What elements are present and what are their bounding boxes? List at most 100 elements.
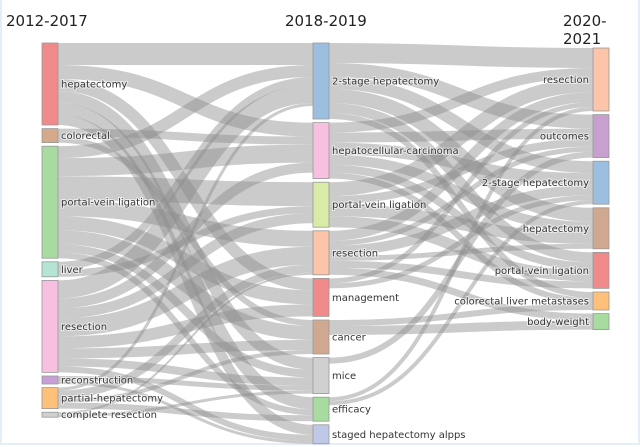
node-2-stage-hepatectomy[interactable] bbox=[592, 160, 610, 205]
link-b7-c0[interactable] bbox=[328, 107, 594, 402]
node-label: liver bbox=[61, 265, 84, 276]
link-a6-b7[interactable] bbox=[57, 402, 314, 422]
link-b4-c0[interactable] bbox=[328, 102, 594, 284]
node-hepatectomy[interactable] bbox=[592, 207, 610, 250]
node-resection[interactable] bbox=[41, 279, 59, 373]
node-label: hepatocellular-carcinoma bbox=[332, 146, 459, 157]
link-a0-b7[interactable] bbox=[57, 103, 314, 410]
link-a5-b6[interactable] bbox=[57, 376, 314, 391]
node-complete-resection[interactable] bbox=[41, 411, 59, 418]
node-portal-vein-ligation[interactable] bbox=[312, 181, 330, 228]
link-b1-c2[interactable] bbox=[328, 142, 594, 186]
link-b6-c1[interactable] bbox=[328, 151, 594, 364]
node-colorectal-liver-metastases[interactable] bbox=[592, 291, 610, 311]
link-b1-c3[interactable] bbox=[328, 154, 594, 232]
node-colorectal[interactable] bbox=[41, 128, 59, 144]
node-staged-hepatectomy-alpps[interactable] bbox=[312, 424, 330, 445]
node-label: management bbox=[332, 293, 399, 304]
node-outcomes[interactable] bbox=[592, 114, 610, 158]
link-b4-c2[interactable] bbox=[328, 195, 594, 289]
link-b5-c6[interactable] bbox=[328, 320, 594, 335]
link-a6-b5[interactable] bbox=[57, 350, 314, 403]
link-b3-c0[interactable] bbox=[328, 92, 594, 241]
link-a2-b2[interactable] bbox=[57, 176, 314, 207]
link-b1-c1[interactable] bbox=[328, 128, 594, 143]
link-a2-b1[interactable] bbox=[57, 144, 314, 177]
node-2-stage-hepatectomy[interactable] bbox=[312, 42, 330, 120]
node-resection[interactable] bbox=[312, 230, 330, 276]
link-a2-b5[interactable] bbox=[57, 230, 314, 340]
link-b3-c6[interactable] bbox=[328, 267, 594, 321]
node-label: resection bbox=[61, 322, 107, 333]
node-portal-vein-ligation[interactable] bbox=[592, 251, 610, 289]
link-a0-b8[interactable] bbox=[57, 115, 314, 435]
link-a0-b4[interactable] bbox=[57, 79, 314, 291]
link-b5-c5[interactable] bbox=[328, 304, 594, 326]
link-b2-c1[interactable] bbox=[328, 138, 594, 205]
node-mice[interactable] bbox=[312, 357, 330, 395]
link-b3-c2[interactable] bbox=[328, 185, 594, 256]
node-label: portal-vein ligation bbox=[495, 266, 589, 277]
node-label: 2-stage hepatectomy bbox=[482, 178, 589, 189]
link-b1-c0[interactable] bbox=[328, 68, 594, 133]
link-a6-b3[interactable] bbox=[57, 264, 314, 399]
node-hepatocellular-carcinoma[interactable] bbox=[312, 122, 330, 179]
link-a2-b3[interactable] bbox=[57, 200, 314, 247]
link-b2-c3[interactable] bbox=[328, 204, 594, 244]
link-b0-c4[interactable] bbox=[328, 103, 594, 263]
node-efficacy[interactable] bbox=[312, 396, 330, 422]
node-management[interactable] bbox=[312, 277, 330, 317]
link-a0-b6[interactable] bbox=[57, 91, 314, 370]
link-a4-b3[interactable] bbox=[57, 246, 314, 337]
link-a7-b6[interactable] bbox=[57, 390, 314, 418]
link-b0-c2[interactable] bbox=[328, 77, 594, 174]
link-b0-c3[interactable] bbox=[328, 89, 594, 222]
link-b7-c2[interactable] bbox=[328, 200, 594, 406]
link-a4-b1[interactable] bbox=[57, 162, 314, 309]
link-a4-b2[interactable] bbox=[57, 213, 314, 319]
link-b0-c5[interactable] bbox=[328, 113, 594, 298]
link-a2-b4[interactable] bbox=[57, 216, 314, 305]
link-b3-c3[interactable] bbox=[328, 243, 594, 261]
link-b1-c5[interactable] bbox=[328, 172, 594, 304]
node-partial-hepatectomy[interactable] bbox=[41, 387, 59, 410]
node-hepatectomy[interactable] bbox=[41, 42, 59, 126]
link-a2-b6[interactable] bbox=[57, 244, 314, 378]
link-a3-b0[interactable] bbox=[57, 77, 314, 270]
node-body-weight[interactable] bbox=[592, 313, 610, 331]
link-b3-c1[interactable] bbox=[328, 146, 594, 246]
node-label: mice bbox=[332, 371, 356, 382]
link-a3-b2[interactable] bbox=[57, 206, 314, 277]
node-resection[interactable] bbox=[592, 47, 610, 112]
node-cancer[interactable] bbox=[312, 319, 330, 355]
node-label: colorectal liver metastases bbox=[454, 297, 589, 308]
link-a2-b7[interactable] bbox=[57, 252, 314, 416]
link-a2-b0[interactable] bbox=[57, 65, 314, 159]
link-a0-b1[interactable] bbox=[57, 65, 314, 137]
node-label: 2-stage hepatectomy bbox=[332, 77, 439, 88]
node-reconstruction[interactable] bbox=[41, 375, 59, 385]
node-label: staged hepatectomy alpps bbox=[332, 430, 466, 441]
node-label: outcomes bbox=[540, 132, 589, 143]
link-a4-b5[interactable] bbox=[57, 340, 314, 359]
link-a7-b3[interactable] bbox=[57, 272, 314, 415]
node-label: colorectal bbox=[61, 131, 110, 142]
link-b2-c4[interactable] bbox=[328, 216, 594, 282]
link-b0-c0[interactable] bbox=[328, 43, 594, 68]
link-b2-c0[interactable] bbox=[328, 78, 594, 197]
link-a6-b0[interactable] bbox=[57, 103, 314, 391]
link-b0-c1[interactable] bbox=[328, 63, 594, 129]
link-a4-b8[interactable] bbox=[57, 366, 314, 441]
link-a5-b8[interactable] bbox=[57, 381, 314, 444]
link-a4-b4[interactable] bbox=[57, 304, 314, 349]
link-b1-c4[interactable] bbox=[328, 164, 594, 271]
node-label: hepatectomy bbox=[523, 224, 589, 235]
link-a4-b0[interactable] bbox=[57, 85, 314, 299]
link-a1-b5[interactable] bbox=[57, 136, 314, 326]
link-b3-c4[interactable] bbox=[328, 260, 594, 289]
link-a4-b6[interactable] bbox=[57, 358, 314, 386]
column-title-2020-2021: 2020-2021 bbox=[563, 12, 607, 48]
link-a1-b1[interactable] bbox=[57, 128, 314, 145]
node-liver[interactable] bbox=[41, 261, 59, 278]
node-portal-vein-ligation[interactable] bbox=[41, 145, 59, 259]
